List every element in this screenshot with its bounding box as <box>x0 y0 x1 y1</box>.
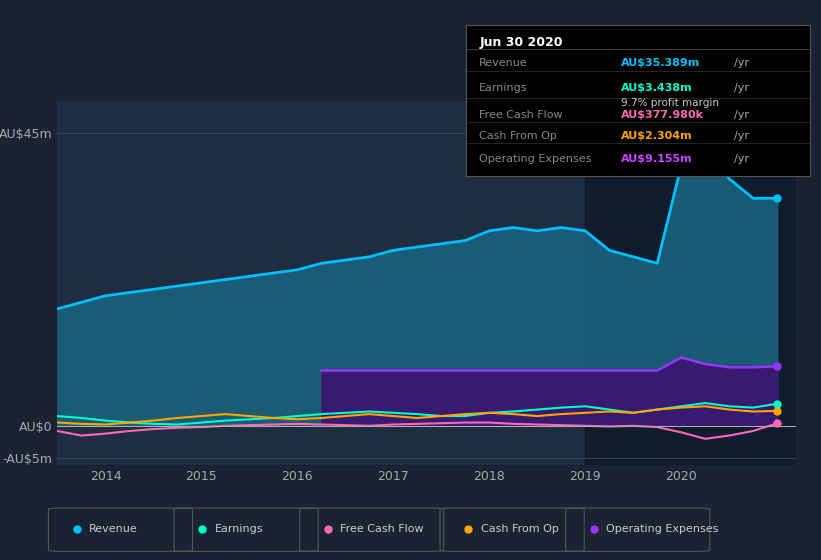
Text: AU$377.980k: AU$377.980k <box>621 110 704 120</box>
Text: /yr: /yr <box>735 58 750 68</box>
Text: Earnings: Earnings <box>479 83 528 92</box>
Text: 9.7% profit margin: 9.7% profit margin <box>621 98 718 108</box>
Text: AU$2.304m: AU$2.304m <box>621 131 692 141</box>
Text: AU$35.389m: AU$35.389m <box>621 58 700 68</box>
Text: /yr: /yr <box>735 154 750 164</box>
Text: Operating Expenses: Operating Expenses <box>479 154 592 164</box>
Text: /yr: /yr <box>735 131 750 141</box>
Text: Jun 30 2020: Jun 30 2020 <box>479 36 563 49</box>
Text: Earnings: Earnings <box>215 524 264 534</box>
Text: Revenue: Revenue <box>89 524 138 534</box>
Text: Operating Expenses: Operating Expenses <box>606 524 718 534</box>
Text: Cash From Op: Cash From Op <box>479 131 557 141</box>
Text: AU$9.155m: AU$9.155m <box>621 154 692 164</box>
Text: /yr: /yr <box>735 83 750 92</box>
Text: /yr: /yr <box>735 110 750 120</box>
Text: AU$3.438m: AU$3.438m <box>621 83 692 92</box>
Text: Free Cash Flow: Free Cash Flow <box>341 524 424 534</box>
Text: Revenue: Revenue <box>479 58 528 68</box>
Text: Free Cash Flow: Free Cash Flow <box>479 110 563 120</box>
Text: Cash From Op: Cash From Op <box>481 524 558 534</box>
Bar <box>585 101 796 465</box>
